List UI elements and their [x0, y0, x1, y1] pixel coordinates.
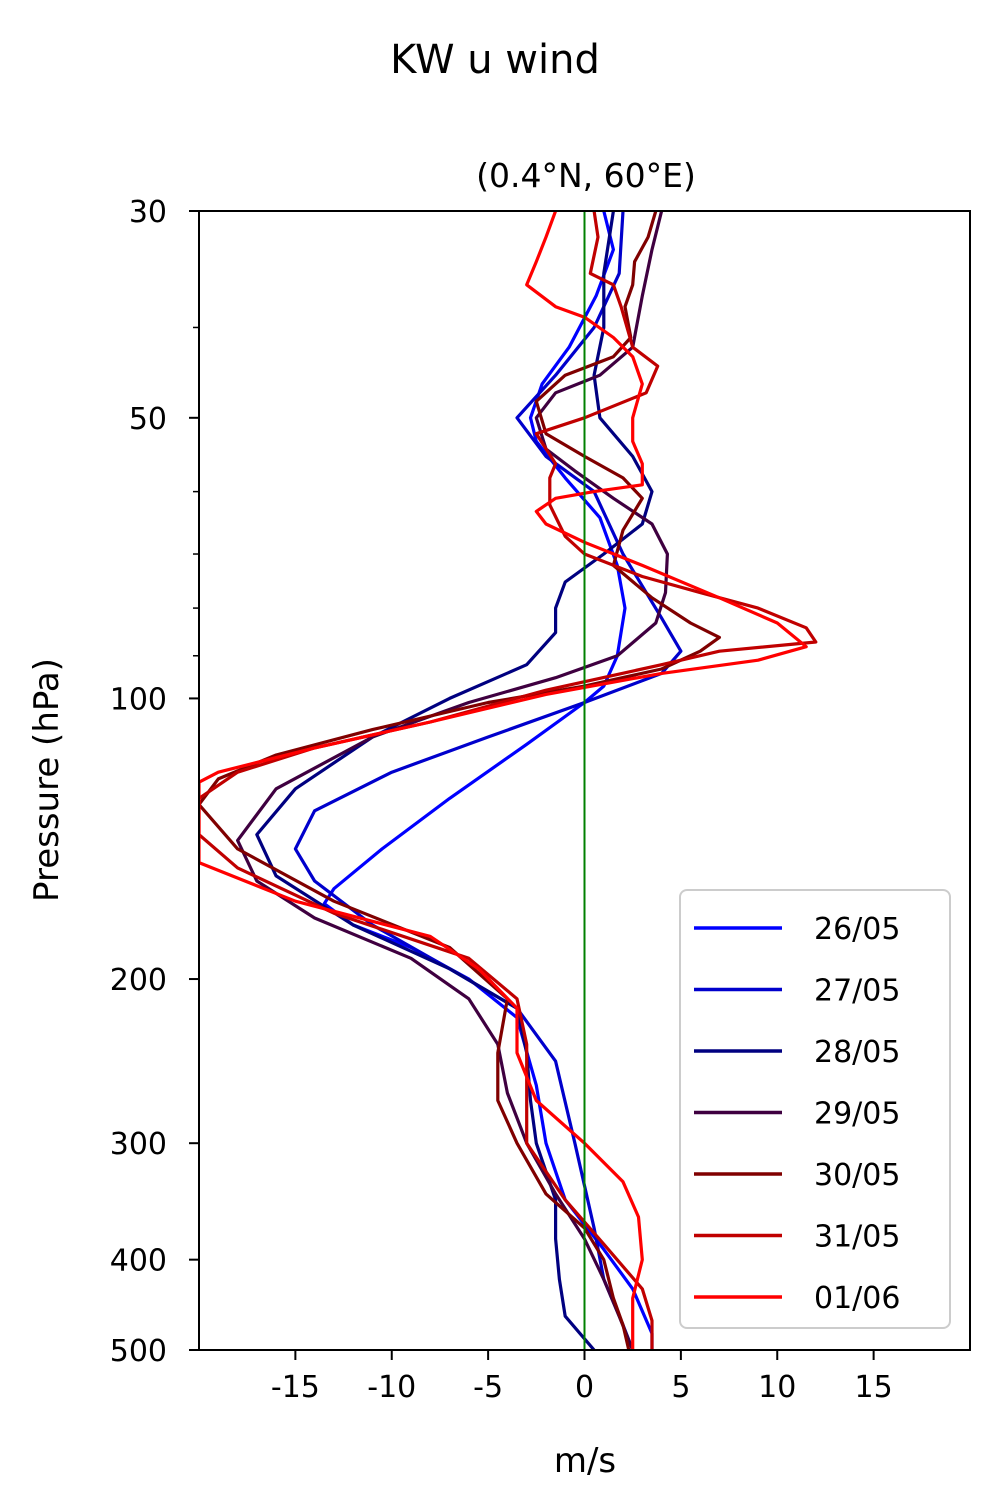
y-tick-label: 30	[129, 195, 167, 230]
y-axis-label: Pressure (hPa)	[27, 658, 67, 902]
y-tick-label: 50	[129, 402, 167, 437]
series-line-4	[236, 211, 669, 1350]
series-line-1	[322, 211, 654, 1350]
y-axis: 30 50 100 200 300 400 500	[110, 195, 199, 1369]
legend-label: 26/05	[814, 912, 900, 947]
series-group	[199, 211, 818, 1350]
legend-label: 28/05	[814, 1035, 900, 1070]
x-tick-label: -15	[271, 1370, 320, 1405]
x-tick-label: 10	[758, 1370, 796, 1405]
series-line-3	[255, 211, 654, 1350]
legend-label: 27/05	[814, 974, 900, 1009]
chart-title: KW u wind	[390, 37, 600, 83]
chart-subtitle: (0.4°N, 60°E)	[476, 156, 696, 195]
series-line-6	[199, 211, 818, 1350]
x-tick-label: 5	[671, 1370, 690, 1405]
series-line-7	[199, 211, 808, 1350]
y-tick-label: 200	[110, 963, 167, 998]
legend-label: 01/06	[814, 1281, 900, 1316]
y-tick-label: 400	[110, 1244, 167, 1279]
x-tick-label: 15	[855, 1370, 893, 1405]
y-tick-label: 100	[110, 682, 167, 717]
series-line-5	[199, 211, 721, 1350]
legend-label: 30/05	[814, 1158, 900, 1193]
series-line-2	[293, 211, 683, 1350]
legend-label: 29/05	[814, 1097, 900, 1132]
legend-box	[679, 889, 951, 1329]
x-tick-label: 0	[575, 1370, 594, 1405]
x-tick-label: -10	[367, 1370, 416, 1405]
x-axis: -15 -10 -5 0 5 10 15	[271, 1350, 893, 1405]
x-tick-label: -5	[473, 1370, 503, 1405]
legend-label: 31/05	[814, 1220, 900, 1255]
y-tick-label: 500	[110, 1334, 167, 1369]
y-tick-label: 300	[110, 1127, 167, 1162]
x-axis-label: m/s	[554, 1441, 616, 1481]
legend: 26/05 27/05 28/05 29/05 30/05 31/05 01/06	[679, 889, 951, 1329]
